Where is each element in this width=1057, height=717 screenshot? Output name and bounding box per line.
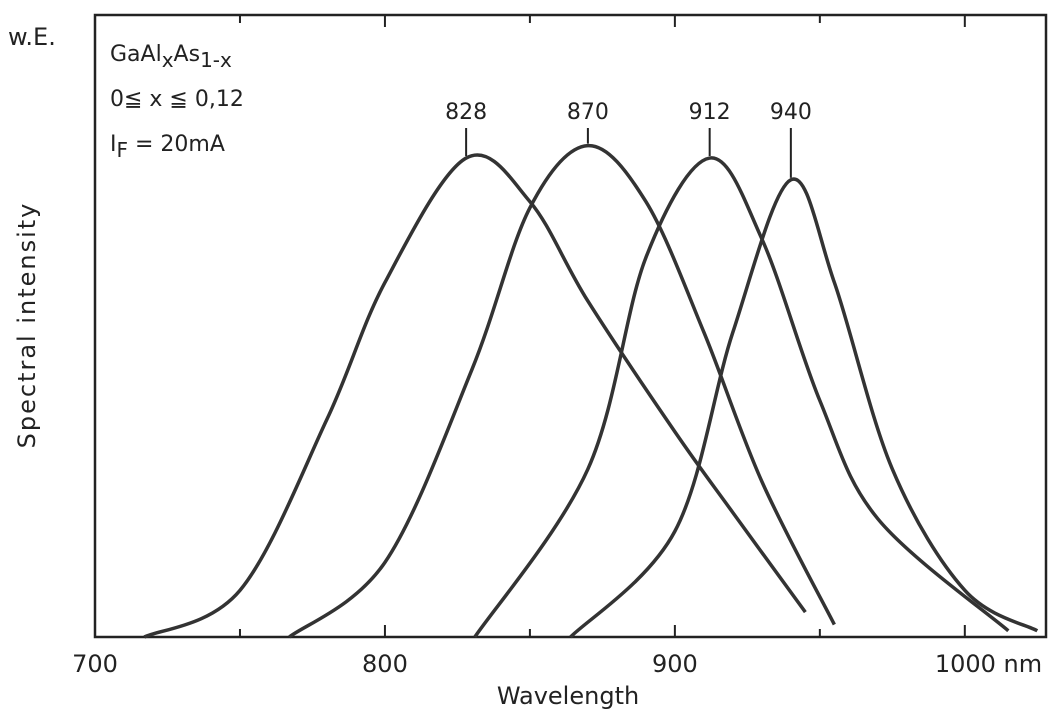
spectrum-line — [288, 143, 836, 639]
peak-label: 912 — [689, 100, 731, 125]
y-unit: w.E. — [8, 23, 56, 51]
annotation-part: x — [162, 48, 174, 72]
spectrum-line — [473, 156, 1010, 638]
annotation-part: F — [117, 138, 129, 162]
peak-label: 870 — [567, 100, 609, 125]
x-tick-label: 1000 nm — [935, 650, 1042, 678]
x-tick-label: 700 — [72, 650, 118, 678]
x-tick-label: 900 — [652, 650, 698, 678]
annotation: GaAlxAs1-x — [110, 42, 232, 72]
spectrum-line — [143, 153, 807, 639]
spectrum-line — [569, 177, 1039, 639]
annotation-part: 1-x — [200, 48, 232, 72]
x-tick-label: 800 — [362, 650, 408, 678]
peak-label: 828 — [445, 100, 487, 125]
x-axis-label: Wavelength — [497, 682, 639, 710]
annotation-part: GaAl — [110, 42, 162, 67]
annotation-part: = 20mA — [128, 132, 225, 157]
annotation-part: As — [174, 42, 201, 67]
peak-label: 940 — [770, 100, 812, 125]
annotation-part: I — [110, 132, 117, 157]
y-axis-label: Spectral intensity — [13, 202, 41, 449]
annotation: IF = 20mA — [110, 132, 225, 162]
annotation-part: 0≦ x ≦ 0,12 — [110, 87, 244, 112]
annotation: 0≦ x ≦ 0,12 — [110, 87, 244, 112]
